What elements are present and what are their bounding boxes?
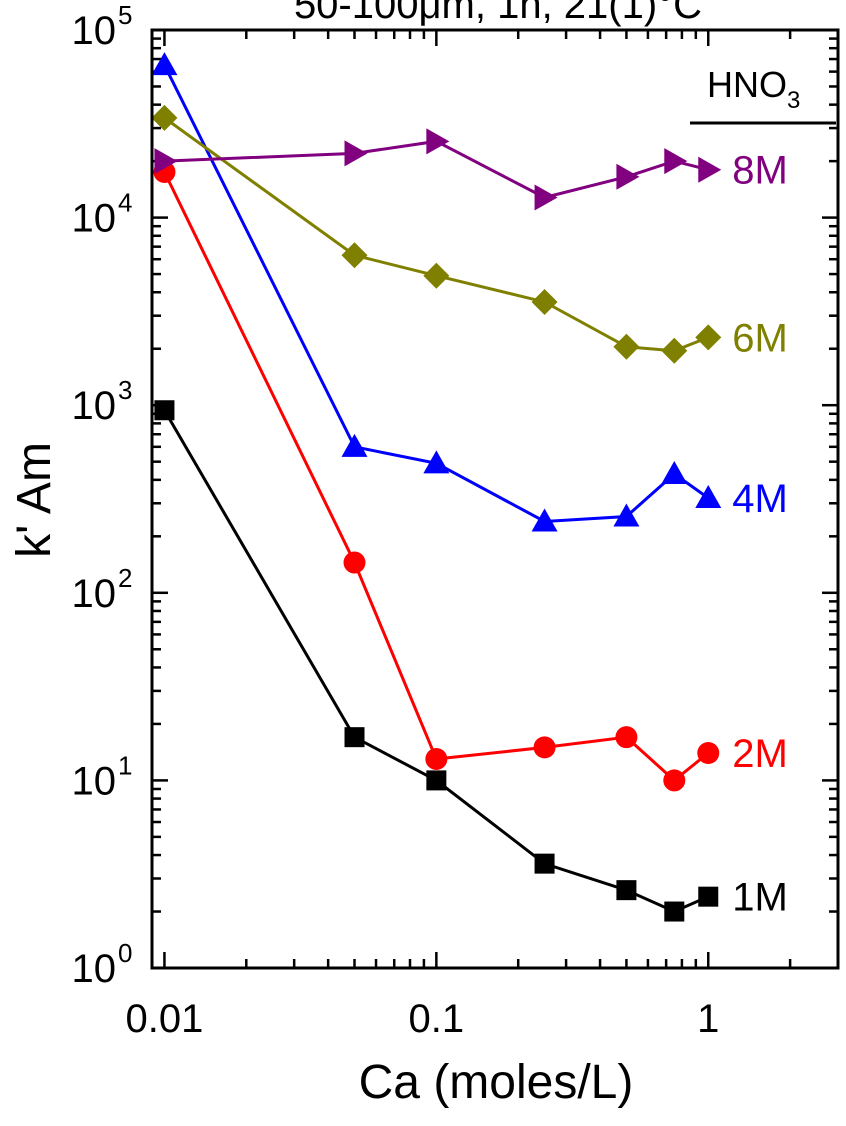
data-point-8m <box>616 163 640 190</box>
x-tick-label: 0.1 <box>409 997 465 1041</box>
data-point-6m <box>151 104 178 131</box>
series-layer: 1M 2M 4M 6M 8M <box>151 52 788 922</box>
series-label-8m: 8M <box>732 149 788 193</box>
x-tick-label: 1 <box>697 997 719 1041</box>
data-point-6m <box>341 242 368 269</box>
y-tick-label: 10 <box>72 197 117 241</box>
legend: HNO3 <box>690 64 836 125</box>
data-point-4m <box>613 503 640 527</box>
x-tick-label: 0.01 <box>126 997 204 1041</box>
data-point-8m <box>664 148 688 175</box>
series-label-4m: 4M <box>732 477 788 521</box>
x-axis-label: Ca (moles/L) <box>359 1056 634 1109</box>
data-point-1m <box>534 853 555 874</box>
y-tick-label: 10 <box>72 572 117 616</box>
y-tick-exponent: 5 <box>118 0 132 30</box>
y-tick-exponent: 2 <box>118 563 132 593</box>
y-tick-exponent: 1 <box>118 750 132 780</box>
series-label-1m: 1M <box>732 876 788 920</box>
data-point-2m <box>663 769 686 792</box>
x-tick-labels: 0.01 0.1 1 <box>126 997 720 1041</box>
y-tick-label: 10 <box>72 947 117 991</box>
data-point-6m <box>423 262 450 289</box>
y-tick-exponent: 0 <box>118 938 132 968</box>
y-tick-label: 10 <box>72 759 117 803</box>
data-point-8m <box>426 128 450 155</box>
data-point-1m <box>698 886 719 907</box>
data-point-4m <box>423 450 450 474</box>
legend-title: HNO3 <box>707 64 800 114</box>
legend-title-main: HNO <box>707 64 787 105</box>
series-line-6m <box>163 116 709 353</box>
y-tick-label: 10 <box>72 9 117 53</box>
data-point-4m <box>531 508 558 532</box>
legend-title-subscript: 3 <box>787 87 800 114</box>
data-point-6m <box>695 324 722 351</box>
data-point-1m <box>154 400 175 421</box>
data-point-1m <box>664 901 685 922</box>
data-point-4m <box>695 485 722 509</box>
data-point-6m <box>661 337 688 364</box>
y-tick-exponent: 3 <box>118 375 132 405</box>
data-point-8m <box>534 184 558 211</box>
data-point-1m <box>616 880 637 901</box>
y-axis-label: k' Am <box>8 442 61 558</box>
data-point-6m <box>531 288 558 315</box>
data-point-1m <box>344 727 365 748</box>
data-point-4m <box>341 433 368 457</box>
data-point-2m <box>615 726 638 749</box>
series-line-1m <box>163 409 709 914</box>
data-point-4m <box>661 460 688 484</box>
series-label-2m: 2M <box>732 732 788 776</box>
data-point-2m <box>697 741 720 764</box>
data-point-1m <box>426 770 447 791</box>
data-point-8m <box>698 156 722 183</box>
data-point-2m <box>533 736 556 759</box>
y-tick-label: 10 <box>72 384 117 428</box>
series-line-8m <box>164 139 709 200</box>
series-label-6m: 6M <box>732 316 788 360</box>
data-point-8m <box>344 140 368 167</box>
data-point-6m <box>613 333 640 360</box>
y-tick-exponent: 4 <box>118 188 132 218</box>
data-point-8m <box>154 148 178 175</box>
data-point-2m <box>425 748 448 771</box>
data-point-4m <box>151 52 178 76</box>
plot-frame <box>150 28 840 970</box>
chart-title: 50-100μm, 1h, 21(1)°C <box>294 0 702 27</box>
data-point-2m <box>343 551 366 574</box>
